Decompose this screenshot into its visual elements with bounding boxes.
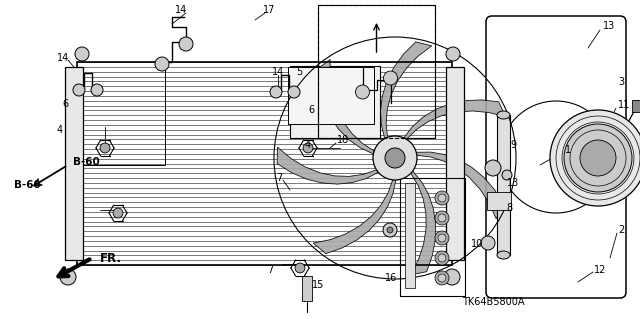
Circle shape <box>373 136 417 180</box>
Circle shape <box>435 271 449 285</box>
Circle shape <box>75 47 89 61</box>
Circle shape <box>438 214 446 222</box>
Text: 10: 10 <box>471 239 483 249</box>
Text: 12: 12 <box>594 265 606 275</box>
Polygon shape <box>277 147 378 184</box>
Bar <box>497 115 510 255</box>
Bar <box>405 183 415 288</box>
Text: 11: 11 <box>618 100 630 110</box>
Text: 18: 18 <box>337 135 349 145</box>
Polygon shape <box>381 42 432 138</box>
Circle shape <box>435 231 449 245</box>
Bar <box>318 5 435 138</box>
Circle shape <box>435 211 449 225</box>
Bar <box>290 66 380 138</box>
Text: 2: 2 <box>618 225 624 235</box>
Text: 4: 4 <box>305 140 311 150</box>
Circle shape <box>355 85 369 99</box>
Text: 3: 3 <box>618 77 624 87</box>
Circle shape <box>485 160 501 176</box>
Bar <box>487 192 511 210</box>
Text: TK64B5800A: TK64B5800A <box>462 297 525 307</box>
Text: 7: 7 <box>267 265 273 275</box>
Circle shape <box>91 84 103 96</box>
Circle shape <box>438 194 446 202</box>
Text: 8: 8 <box>506 203 512 213</box>
Bar <box>65 67 83 260</box>
Text: 15: 15 <box>312 280 324 290</box>
Text: 6: 6 <box>308 105 314 115</box>
Text: B-60: B-60 <box>14 180 41 190</box>
Polygon shape <box>313 180 396 254</box>
Text: 6: 6 <box>62 99 68 109</box>
Circle shape <box>100 143 110 153</box>
Circle shape <box>113 208 123 218</box>
Circle shape <box>438 254 446 262</box>
Text: 13: 13 <box>507 178 519 188</box>
Circle shape <box>435 191 449 205</box>
Circle shape <box>481 236 495 250</box>
Circle shape <box>580 140 616 176</box>
Circle shape <box>385 148 405 168</box>
Bar <box>446 67 464 260</box>
Circle shape <box>564 124 632 192</box>
Ellipse shape <box>497 251 510 259</box>
Text: 5: 5 <box>296 67 302 77</box>
Circle shape <box>303 143 313 153</box>
Bar <box>302 276 312 301</box>
Text: 16: 16 <box>385 273 397 283</box>
FancyBboxPatch shape <box>486 16 626 298</box>
Circle shape <box>179 37 193 51</box>
Circle shape <box>502 170 512 180</box>
Text: 14: 14 <box>175 5 188 15</box>
Circle shape <box>435 251 449 265</box>
Circle shape <box>383 223 397 237</box>
Polygon shape <box>317 59 374 154</box>
Text: 14: 14 <box>272 67 284 77</box>
Bar <box>400 178 465 296</box>
Circle shape <box>444 269 460 285</box>
Text: 9: 9 <box>510 140 516 150</box>
Text: B-60: B-60 <box>73 157 100 167</box>
Polygon shape <box>404 100 506 139</box>
Circle shape <box>295 263 305 273</box>
Text: FR.: FR. <box>100 251 122 264</box>
Text: 7: 7 <box>276 173 282 183</box>
Text: 1: 1 <box>565 145 571 155</box>
Bar <box>632 100 640 112</box>
Polygon shape <box>410 171 436 275</box>
Polygon shape <box>416 152 504 219</box>
Circle shape <box>73 84 85 96</box>
Text: 13: 13 <box>603 21 615 31</box>
Circle shape <box>387 227 393 233</box>
Bar <box>77 62 452 265</box>
Ellipse shape <box>497 111 510 119</box>
Circle shape <box>60 269 76 285</box>
Text: 14: 14 <box>57 53 69 63</box>
Circle shape <box>438 234 446 242</box>
Circle shape <box>288 86 300 98</box>
Circle shape <box>438 274 446 282</box>
Polygon shape <box>288 67 374 124</box>
Text: 17: 17 <box>263 5 275 15</box>
Circle shape <box>446 47 460 61</box>
Circle shape <box>155 57 169 71</box>
Circle shape <box>383 71 397 85</box>
Text: 4: 4 <box>57 125 63 135</box>
Circle shape <box>550 110 640 206</box>
Circle shape <box>270 86 282 98</box>
